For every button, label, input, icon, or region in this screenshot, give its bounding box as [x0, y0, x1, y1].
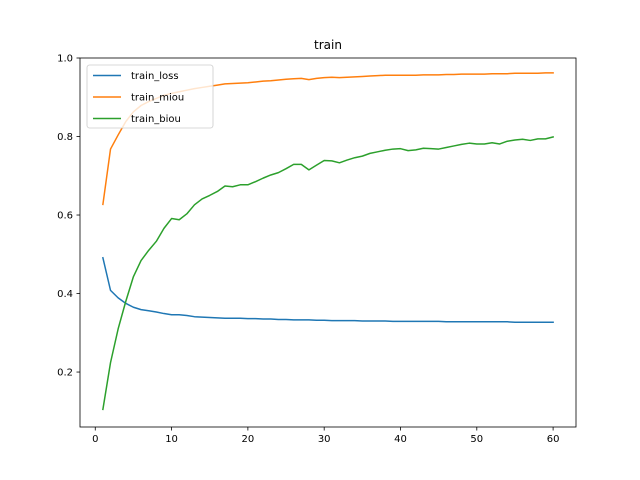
y-tick-label: 0.6	[57, 211, 73, 222]
y-tick-label: 0.2	[57, 368, 73, 379]
y-tick-label: 0.8	[57, 132, 73, 143]
legend-label: train_loss	[131, 71, 179, 82]
x-tick-label: 20	[242, 434, 255, 445]
legend-label: train_miou	[131, 93, 184, 104]
series-line-train-biou	[102, 135, 555, 411]
legend-box	[86, 64, 214, 129]
x-tick-label: 30	[318, 434, 331, 445]
y-tick-label: 0.4	[57, 289, 73, 300]
x-tick-label: 40	[394, 434, 407, 445]
x-tick-label: 60	[547, 434, 560, 445]
legend-label: train_biou	[131, 114, 181, 125]
y-tick-label: 1.0	[57, 54, 73, 65]
series-line-train-loss	[101, 256, 554, 323]
chart-title: train	[314, 38, 342, 52]
x-tick-label: 10	[165, 434, 178, 445]
plot-frame	[79, 57, 577, 428]
x-tick-label: 0	[92, 434, 98, 445]
x-tick-label: 50	[470, 434, 483, 445]
